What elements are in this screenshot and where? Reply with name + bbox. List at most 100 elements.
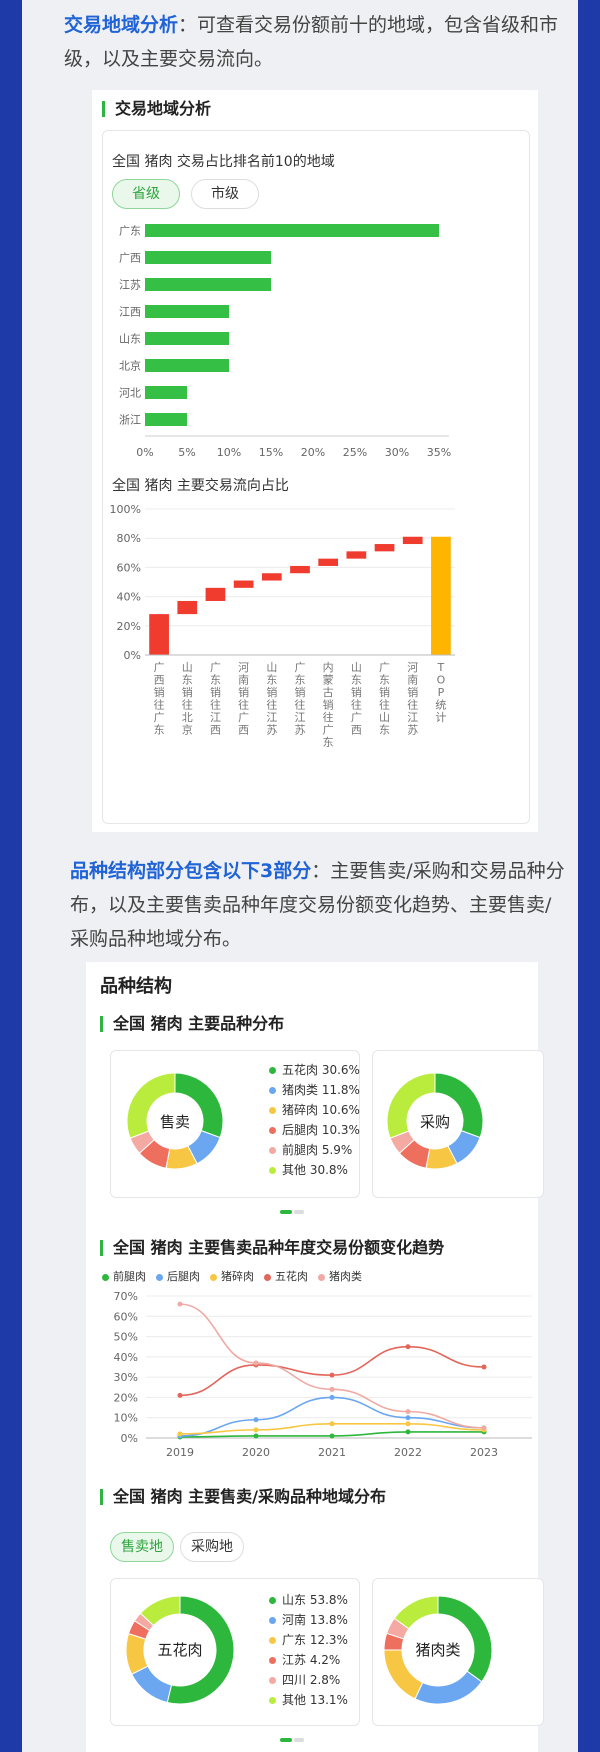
sell-donut-label: 售卖 <box>159 1113 190 1131</box>
donut-slice <box>387 1073 436 1139</box>
legend-item: 四川 2.8% <box>269 1671 340 1688</box>
trend-point <box>329 1372 335 1378</box>
bar <box>145 224 439 237</box>
tab-buy-region[interactable]: 采购地 <box>180 1532 244 1562</box>
legend-dot-icon <box>210 1273 217 1281</box>
carousel-indicator-active[interactable] <box>280 1210 292 1214</box>
trend-point <box>253 1417 259 1423</box>
legend-label: 山东 53.8% <box>282 1593 348 1607</box>
legend-dot-icon <box>318 1273 325 1281</box>
trend-y-tick-label: 10% <box>114 1412 138 1425</box>
bar <box>145 359 229 372</box>
legend-dot-icon <box>264 1273 271 1281</box>
donut-slice <box>166 1595 235 1705</box>
trend-point <box>177 1301 183 1307</box>
legend-item: 河南 13.8% <box>269 1611 348 1628</box>
trend-point <box>253 1433 259 1439</box>
donut-slice <box>414 1670 483 1705</box>
flow-bar <box>290 565 310 574</box>
bar-category-label: 广西 <box>119 252 141 265</box>
tab-sell-region[interactable]: 售卖地 <box>110 1532 174 1562</box>
trend-legend-label: 猪肉类 <box>329 1270 362 1283</box>
legend-item: 前腿肉 5.9% <box>269 1141 352 1158</box>
bar-category-label: 山东 <box>119 333 141 346</box>
legend-item: 五花肉 30.6% <box>269 1061 360 1078</box>
legend-dot-icon <box>269 1677 276 1684</box>
trend-point <box>405 1344 411 1350</box>
trend-legend-item[interactable]: 后腿肉 <box>156 1270 200 1283</box>
flow-category-label: 河南销往江苏 <box>407 661 418 737</box>
trend-point <box>253 1360 259 1366</box>
legend-label: 猪碎肉 10.6% <box>282 1103 360 1117</box>
buy-donut-label: 采购 <box>419 1113 450 1131</box>
trend-legend-label: 猪碎肉 <box>221 1270 254 1283</box>
bar-x-tick-label: 35% <box>427 446 451 459</box>
legend-label: 五花肉 30.6% <box>282 1063 360 1077</box>
flow-y-tick-label: 0% <box>124 649 141 662</box>
flow-category-label: T O P 统计 <box>435 661 446 724</box>
legend-label: 江苏 4.2% <box>282 1653 341 1667</box>
legend-item: 猪碎肉 10.6% <box>269 1101 360 1118</box>
flow-category-label: 山东销往江苏 <box>266 661 277 737</box>
region-intro-highlight: 交易地域分析 <box>64 14 179 36</box>
bar-category-label: 江西 <box>119 306 141 319</box>
legend-item: 其他 30.8% <box>269 1161 348 1178</box>
trend-legend-item[interactable]: 前腿肉 <box>102 1270 146 1283</box>
trend-point <box>177 1431 183 1437</box>
variety-intro-highlight: 品种结构部分包含以下3部分 <box>70 860 312 882</box>
bar-category-label: 广东 <box>119 225 141 238</box>
geo-buy-card: 猪肉类 <box>372 1578 544 1726</box>
bar-category-label: 北京 <box>119 359 141 373</box>
trend-y-tick-label: 20% <box>114 1391 138 1404</box>
region-intro: 交易地域分析：可查看交易份额前十的地域，包含省级和市级，以及主要交易流向。 <box>64 8 564 76</box>
region-chart-card: 全国 猪肉 交易占比排名前10的地域 省级 市级 广东 广西 江苏 江西 山东 北京 河北浙… <box>102 130 530 824</box>
legend-dot-icon <box>269 1127 276 1134</box>
legend-dot-icon <box>269 1697 276 1704</box>
bar-category-label: 浙江 <box>119 414 141 427</box>
legend-item: 江苏 4.2% <box>269 1651 340 1668</box>
bar <box>145 278 271 291</box>
bar-chart-subtitle: 全国 猪肉 交易占比排名前10的地域 <box>112 154 335 170</box>
variety-structure-title: 品种结构 <box>100 976 172 997</box>
trend-legend: 前腿肉 后腿肉 猪碎肉 五花肉 猪肉类 <box>102 1268 372 1284</box>
legend-dot-icon <box>269 1657 276 1664</box>
bar-x-tick-label: 5% <box>178 446 195 459</box>
trend-legend-item[interactable]: 五花肉 <box>264 1270 308 1283</box>
flow-category-label: 广东销往山东 <box>379 661 390 737</box>
trend-legend-item[interactable]: 猪肉类 <box>318 1270 362 1283</box>
trend-x-tick-label: 2020 <box>242 1446 270 1459</box>
flow-bar <box>346 551 367 559</box>
bar-x-tick-label: 15% <box>259 446 283 459</box>
legend-label: 其他 30.8% <box>282 1163 348 1177</box>
flow-bar <box>374 544 395 552</box>
bar <box>145 251 271 264</box>
trend-point <box>253 1427 259 1433</box>
trend-y-tick-label: 70% <box>114 1290 138 1303</box>
flow-y-tick-label: 100% <box>110 503 141 516</box>
legend-item: 后腿肉 10.3% <box>269 1121 360 1138</box>
trend-point <box>329 1433 335 1439</box>
page-background: 交易地域分析：可查看交易份额前十的地域，包含省级和市级，以及主要交易流向。 交易… <box>22 0 578 1752</box>
flow-category-label: 山东销往北京 <box>182 661 193 737</box>
geo-carousel-indicator[interactable] <box>294 1738 304 1742</box>
trend-line-chart: 0% 10% 20% 30% 40% 50% 60% 70% 2019 2020 2021 2022 2… <box>114 1290 532 1459</box>
bar <box>145 413 187 426</box>
legend-dot-icon <box>269 1617 276 1624</box>
tab-city[interactable]: 市级 <box>191 179 259 209</box>
trend-x-tick-label: 2021 <box>318 1446 346 1459</box>
trend-y-tick-label: 0% <box>121 1432 138 1445</box>
tab-province[interactable]: 省级 <box>112 179 180 209</box>
carousel-indicator[interactable] <box>294 1210 304 1214</box>
geo-dist-title: 全国 猪肉 主要售卖/采购品种地域分布 <box>100 1489 386 1505</box>
trend-point <box>177 1392 183 1398</box>
trend-x-tick-label: 2019 <box>166 1446 194 1459</box>
flow-bar <box>205 587 226 601</box>
buy-distribution-card: 采购 <box>372 1050 544 1198</box>
legend-label: 四川 2.8% <box>282 1673 341 1687</box>
flow-bar <box>233 580 254 588</box>
geo-carousel-indicator-active[interactable] <box>280 1738 292 1742</box>
bar-x-tick-label: 30% <box>385 446 409 459</box>
trend-legend-item[interactable]: 猪碎肉 <box>210 1270 254 1283</box>
flow-y-tick-label: 60% <box>117 561 141 574</box>
